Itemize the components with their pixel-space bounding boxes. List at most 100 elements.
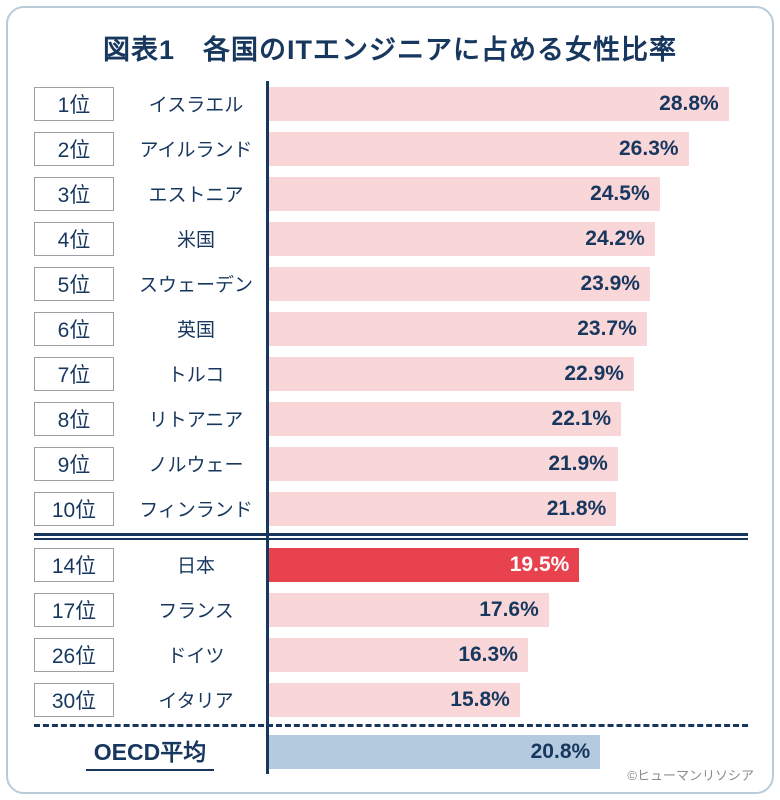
chart-row: 17位 フランス 17.6% <box>34 587 748 632</box>
bar-track: 24.5% <box>266 171 748 216</box>
rank-badge: 6位 <box>34 311 114 346</box>
value-bar: 26.3% <box>266 131 689 166</box>
chart-row: 3位 エストニア 24.5% <box>34 171 748 216</box>
bar-track: 23.9% <box>266 261 748 306</box>
bar-value-label: 22.9% <box>564 361 624 385</box>
rank-cell: 6位 <box>34 311 126 346</box>
bar-track: 21.9% <box>266 441 748 486</box>
rank-cell: 2位 <box>34 131 126 166</box>
bar-value-label: 22.1% <box>551 406 612 430</box>
bar-value-label: 19.5% <box>509 552 570 576</box>
copyright-credit: ©ヒューマンリソシア <box>627 768 754 783</box>
rank-cell: 30位 <box>34 682 126 717</box>
oecd-average-label: OECD平均 <box>85 733 215 771</box>
country-label: イスラエル <box>148 95 244 116</box>
separator-double-line <box>34 533 748 540</box>
rank-badge: 10位 <box>34 491 114 526</box>
chart-row: 5位 スウェーデン 23.9% <box>34 261 748 306</box>
country-label: フランス <box>158 601 234 622</box>
value-bar: 22.9% <box>266 356 634 391</box>
bar-track: 23.7% <box>266 306 748 351</box>
value-bar: 23.7% <box>266 311 647 346</box>
chart-row: 4位 米国 24.2% <box>34 216 748 261</box>
value-bar: 22.1% <box>266 401 622 436</box>
chart-row: 14位 日本 19.5% <box>34 542 748 587</box>
axis-line <box>266 81 269 774</box>
country-label: 米国 <box>176 230 215 251</box>
value-bar: 19.5% <box>266 547 580 582</box>
chart-row: 30位 イタリア 15.8% <box>34 677 748 722</box>
value-bar: 23.9% <box>266 266 650 301</box>
chart-row: 7位 トルコ 22.9% <box>34 351 748 396</box>
bar-track: 15.8% <box>266 677 748 722</box>
bar-track: 22.9% <box>266 351 748 396</box>
bar-value-label: 21.8% <box>546 496 607 520</box>
country-label: ドイツ <box>167 646 225 667</box>
rank-cell: 8位 <box>34 401 126 436</box>
bar-value-label: 20.8% <box>530 739 591 763</box>
bar-track: 17.6% <box>266 587 748 632</box>
bar-track: 24.2% <box>266 216 748 261</box>
rank-badge: 30位 <box>34 682 114 717</box>
bar-value-label: 17.6% <box>479 597 539 621</box>
bar-track: 16.3% <box>266 632 748 677</box>
value-bar: 21.8% <box>266 491 617 526</box>
chart-row: 9位 ノルウェー 21.9% <box>34 441 748 486</box>
country-label: リトアニア <box>148 410 244 431</box>
rank-badge: 26位 <box>34 637 114 672</box>
bar-value-label: 23.7% <box>577 316 637 340</box>
value-bar: 15.8% <box>266 682 520 717</box>
value-bar: 24.5% <box>266 176 660 211</box>
chart-row: OECD平均 20.8% <box>34 729 748 774</box>
country-label: 日本 <box>176 556 215 577</box>
country-label: ノルウェー <box>148 455 244 476</box>
rank-badge: 1位 <box>34 86 114 121</box>
bar-track: 19.5% <box>266 542 748 587</box>
rank-cell: 4位 <box>34 221 126 256</box>
bar-value-label: 23.9% <box>580 271 640 295</box>
country-label: エストニア <box>148 185 244 206</box>
separator-dashed-line <box>34 724 748 727</box>
country-label: トルコ <box>167 365 225 386</box>
country-label: アイルランド <box>139 140 253 161</box>
chart-row: 1位 イスラエル 28.8% <box>34 81 748 126</box>
chart-row: 6位 英国 23.7% <box>34 306 748 351</box>
bar-track: 22.1% <box>266 396 748 441</box>
chart-title: 図表1 各国のITエンジニアに占める女性比率 <box>102 35 677 65</box>
rank-badge: 17位 <box>34 592 114 627</box>
rank-cell: 10位 <box>34 491 126 526</box>
value-bar: 21.9% <box>266 446 618 481</box>
bar-value-label: 24.2% <box>585 226 645 250</box>
rank-cell: 1位 <box>34 86 126 121</box>
rank-cell: 3位 <box>34 176 126 211</box>
rank-cell: 9位 <box>34 446 126 481</box>
chart-row: 2位 アイルランド 26.3% <box>34 126 748 171</box>
country-label: イタリア <box>158 691 234 712</box>
value-bar: 28.8% <box>266 86 729 121</box>
chart-row: 26位 ドイツ 16.3% <box>34 632 748 677</box>
value-bar: 24.2% <box>266 221 655 256</box>
rank-cell: 14位 <box>34 547 126 582</box>
rank-cell: 17位 <box>34 592 126 627</box>
value-bar: 17.6% <box>266 592 549 627</box>
chart-row: 10位 フィンランド 21.8% <box>34 486 748 531</box>
rank-badge: 7位 <box>34 356 114 391</box>
bar-value-label: 21.9% <box>548 451 608 475</box>
rank-cell: 5位 <box>34 266 126 301</box>
rank-badge: 5位 <box>34 266 114 301</box>
rank-badge: 4位 <box>34 221 114 256</box>
country-label: フィンランド <box>139 500 253 521</box>
rank-badge: 14位 <box>34 547 114 582</box>
bar-track: 28.8% <box>266 81 748 126</box>
rank-badge: 8位 <box>34 401 114 436</box>
bar-value-label: 28.8% <box>659 91 719 115</box>
rank-cell: 26位 <box>34 637 126 672</box>
bar-track: 20.8% <box>266 729 748 774</box>
chart-row: 8位 リトアニア 22.1% <box>34 396 748 441</box>
bar-value-label: 15.8% <box>450 687 510 711</box>
bar-value-label: 16.3% <box>458 642 518 666</box>
rank-badge: 9位 <box>34 446 114 481</box>
bar-chart: 1位 イスラエル 28.8% 2位 アイルランド 26.3% 3位 エストニア 24.5% 4位 米… <box>34 81 748 774</box>
value-bar: 20.8% <box>266 734 601 769</box>
bar-value-label: 26.3% <box>619 136 679 160</box>
